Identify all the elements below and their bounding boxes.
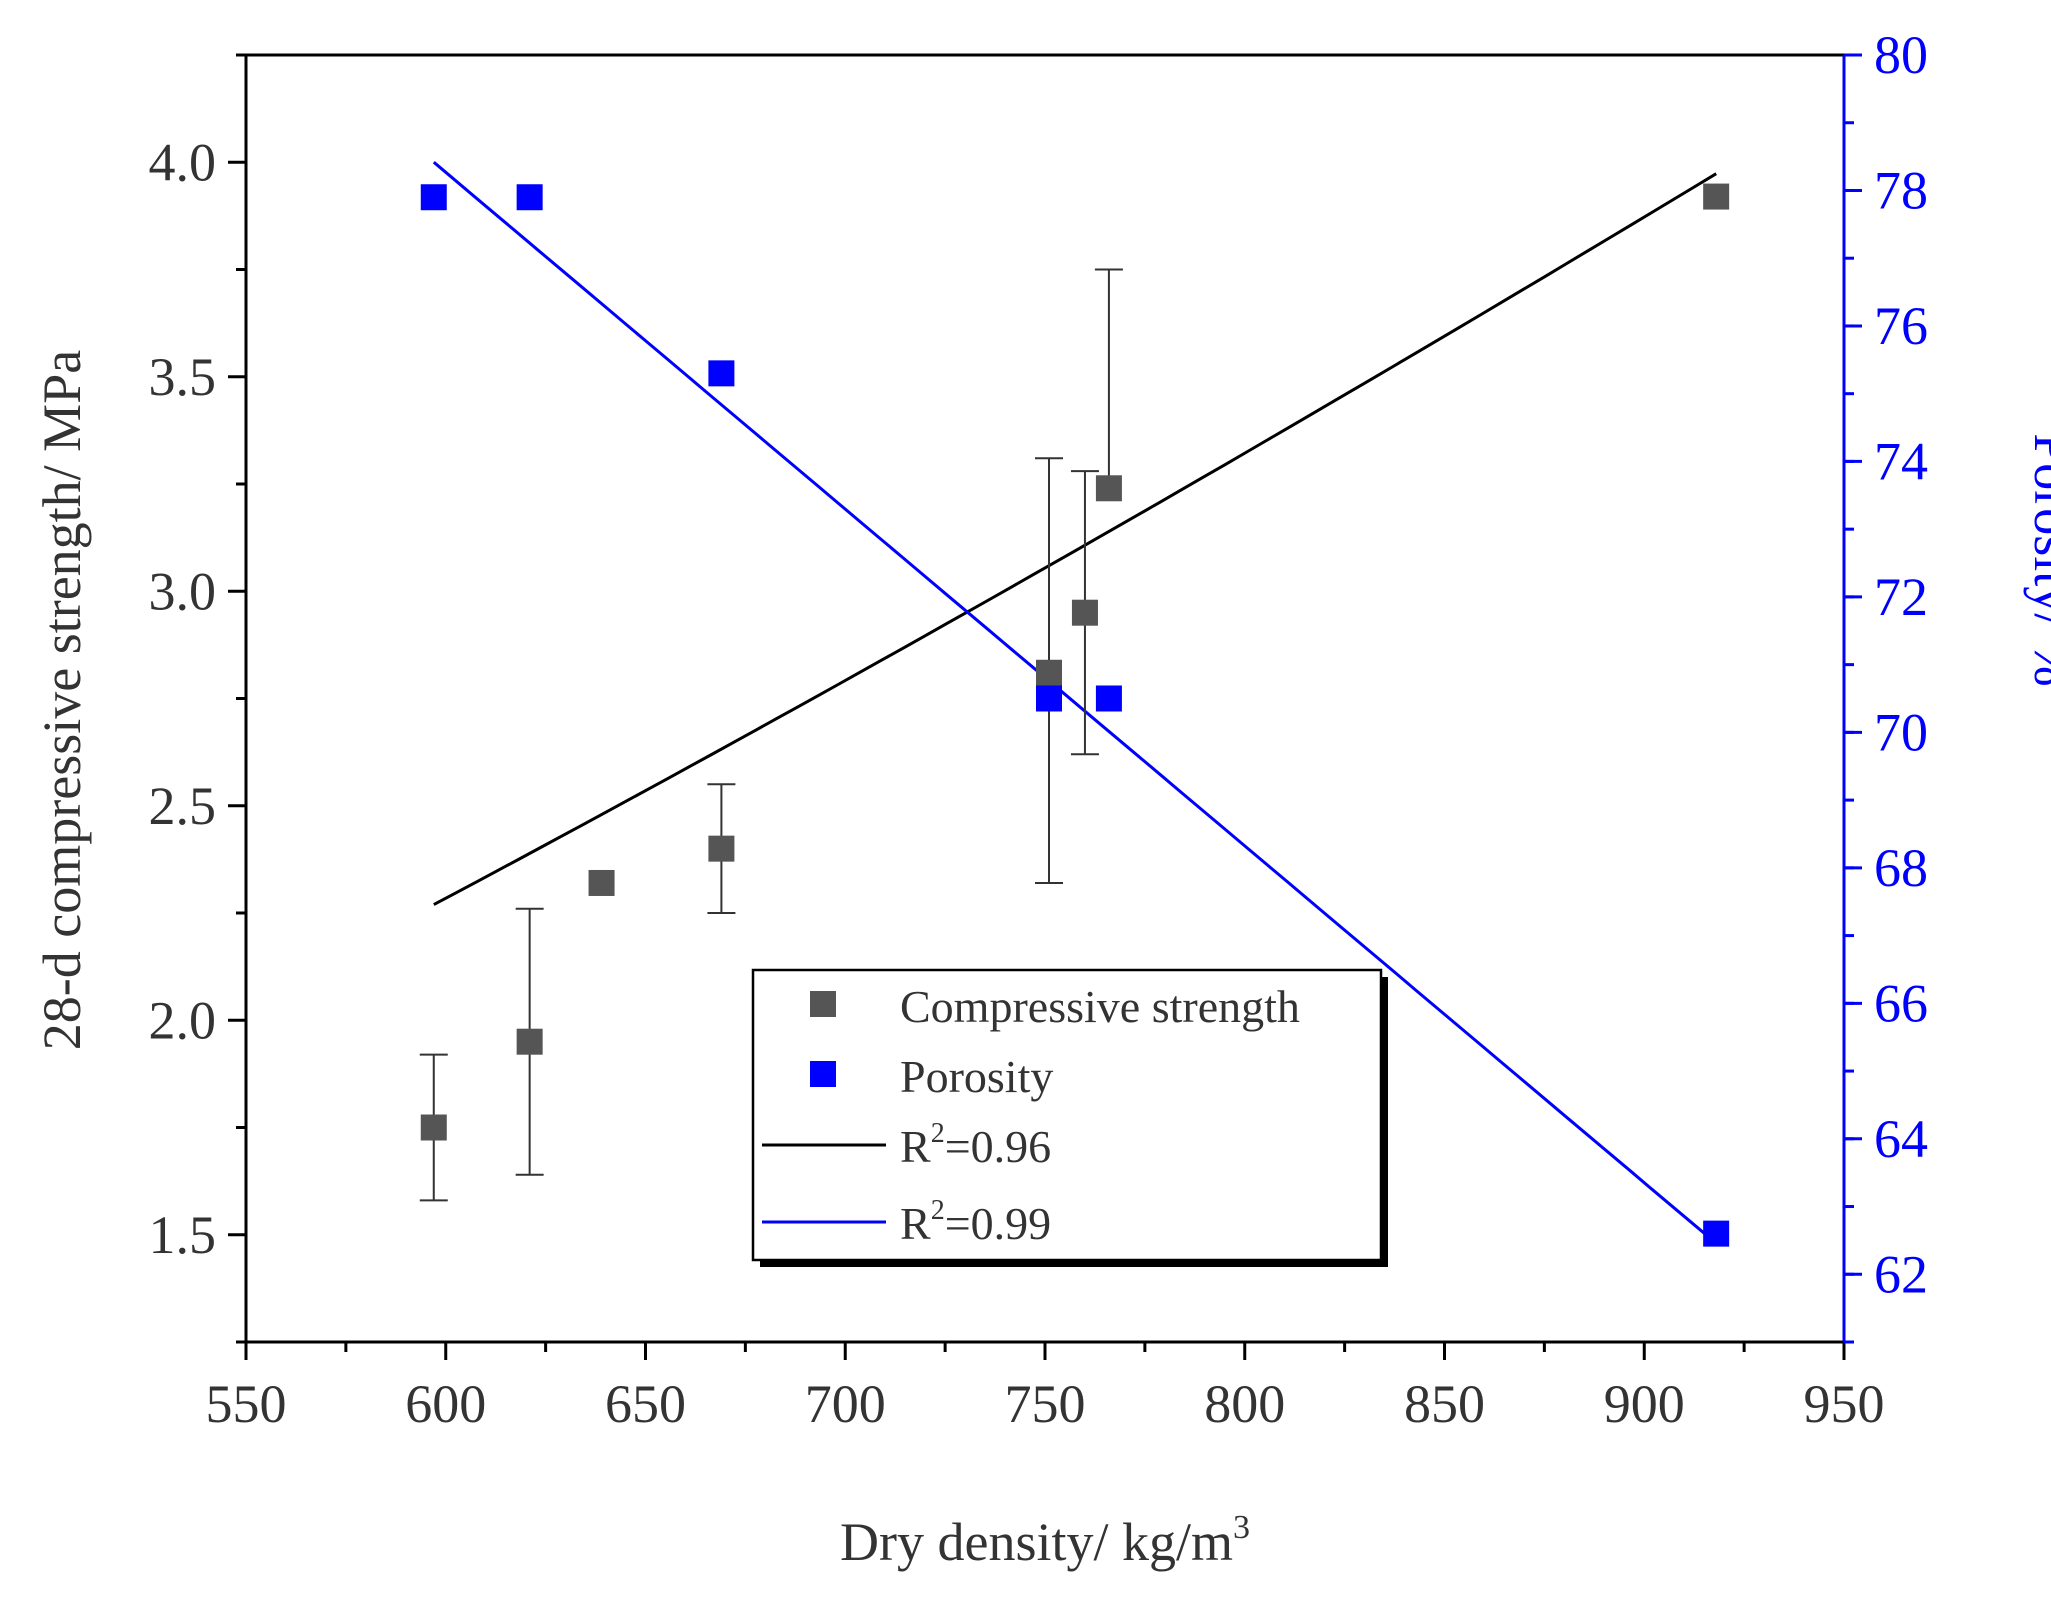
y-left-tick-label: 4.0: [149, 132, 217, 192]
y-left-tick-label: 2.5: [149, 776, 217, 836]
x-tick-label: 950: [1804, 1374, 1885, 1434]
legend-marker-strength: [810, 991, 836, 1017]
legend-label-porosity: Porosity: [900, 1051, 1053, 1102]
point-compressive-strength: [588, 869, 615, 896]
legend-marker-porosity: [810, 1061, 836, 1087]
y-right-tick-label: 68: [1874, 838, 1928, 898]
x-axis-label-text: Dry density/ kg/m: [840, 1512, 1233, 1572]
fit-strength-sup: 2: [931, 1118, 945, 1149]
point-compressive-strength: [1703, 183, 1730, 210]
y-right-tick-label: 78: [1874, 160, 1928, 220]
y-right-tick-label: 76: [1874, 296, 1928, 356]
point-porosity: [1095, 685, 1122, 712]
fit-porosity-r: R: [900, 1198, 931, 1249]
y-right-tick-label: 66: [1874, 973, 1928, 1033]
right-axis-label: Porosity/ %: [2023, 433, 2051, 687]
y-left-tick-label: 2.0: [149, 990, 217, 1050]
x-axis-ticks: 550 600 650 700 750 800 850 900 950: [206, 1342, 1885, 1434]
y-right-tick-label: 64: [1874, 1109, 1928, 1169]
x-tick-label: 750: [1005, 1374, 1086, 1434]
fit-porosity-value: =0.99: [945, 1198, 1051, 1249]
point-compressive-strength: [1035, 659, 1062, 686]
fit-strength-r: R: [900, 1121, 931, 1172]
point-porosity: [708, 360, 735, 387]
right-axis-ticks: 62 64 66 68 70 72 74 76 78 80: [1844, 25, 1928, 1344]
legend: Compressive strength Porosity R2=0.96 R2…: [751, 968, 1388, 1267]
legend-label-fit-strength: R2=0.96: [900, 1118, 1051, 1172]
left-axis-ticks: 1.5 2.0 2.5 3.0 3.5 4.0: [149, 53, 246, 1344]
point-porosity: [1703, 1220, 1730, 1247]
y-right-tick-label: 74: [1874, 431, 1928, 491]
y-right-tick-label: 72: [1874, 567, 1928, 627]
legend-box: [751, 968, 1383, 1262]
fit-lines: [432, 161, 1718, 1245]
x-axis-label-sup: 3: [1233, 1509, 1250, 1546]
point-compressive-strength: [516, 1028, 543, 1055]
point-compressive-strength: [1095, 475, 1122, 502]
y-right-tick-label: 62: [1874, 1244, 1928, 1304]
x-tick-label: 550: [206, 1374, 287, 1434]
x-tick-label: 650: [605, 1374, 686, 1434]
x-tick-label: 700: [805, 1374, 886, 1434]
left-axis-label: 28-d compressive strength/ MPa: [32, 350, 92, 1050]
point-compressive-strength: [708, 835, 735, 862]
y-left-tick-label: 3.0: [149, 561, 217, 621]
data-points: [420, 183, 1730, 1247]
x-tick-label: 800: [1204, 1374, 1285, 1434]
point-porosity: [516, 184, 543, 211]
fit-strength-value: =0.96: [945, 1121, 1051, 1172]
fit-porosity-sup: 2: [931, 1195, 945, 1226]
point-compressive-strength: [1071, 599, 1098, 626]
y-left-tick-label: 3.5: [149, 347, 217, 407]
x-tick-label: 900: [1604, 1374, 1685, 1434]
legend-label-fit-porosity: R2=0.99: [900, 1195, 1051, 1249]
x-axis-label: Dry density/ kg/m3: [840, 1509, 1250, 1572]
y-right-tick-label: 70: [1874, 702, 1928, 762]
legend-label-strength: Compressive strength: [900, 981, 1300, 1032]
x-tick-label: 850: [1404, 1374, 1485, 1434]
fit-line-porosity: [432, 161, 1718, 1245]
fit-line-strength: [433, 172, 1717, 906]
point-porosity: [420, 184, 447, 211]
y-left-tick-label: 1.5: [149, 1205, 217, 1265]
point-compressive-strength: [420, 1114, 447, 1141]
x-tick-label: 600: [405, 1374, 486, 1434]
y-right-tick-label: 80: [1874, 25, 1928, 85]
point-porosity: [1035, 685, 1062, 712]
